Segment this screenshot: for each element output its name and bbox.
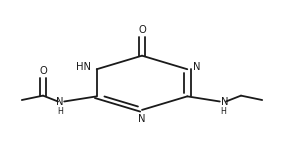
Text: N: N: [56, 97, 63, 107]
Text: N: N: [193, 62, 201, 72]
Text: H: H: [221, 107, 227, 116]
Text: N: N: [138, 114, 146, 124]
Text: O: O: [39, 66, 47, 76]
Text: N: N: [221, 97, 228, 107]
Text: O: O: [138, 25, 146, 35]
Text: H: H: [57, 107, 63, 116]
Text: HN: HN: [76, 62, 91, 72]
